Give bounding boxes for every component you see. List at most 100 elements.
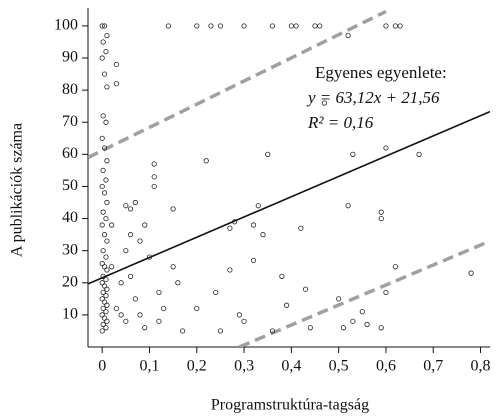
y-tick-label: 60 xyxy=(62,145,78,162)
point xyxy=(127,206,134,212)
point xyxy=(232,219,238,225)
point xyxy=(104,158,110,164)
point xyxy=(321,100,328,106)
point xyxy=(241,23,247,29)
point xyxy=(99,328,105,334)
point xyxy=(104,199,110,206)
x-tick-label: 0,3 xyxy=(234,358,254,375)
point xyxy=(208,23,214,29)
point xyxy=(175,280,181,286)
point xyxy=(118,280,124,286)
x-tick-label: 0,7 xyxy=(423,358,443,375)
point xyxy=(146,254,153,260)
point xyxy=(165,23,171,29)
point xyxy=(104,286,110,292)
y-tick-label: 90 xyxy=(62,49,78,66)
point xyxy=(170,264,176,270)
y-tick-label: 40 xyxy=(62,209,78,226)
point xyxy=(217,328,224,334)
point xyxy=(269,23,276,29)
y-tick-label: 20 xyxy=(62,273,78,290)
y-tick-label: 30 xyxy=(62,241,78,258)
point xyxy=(113,61,119,68)
x-axis-label: Programstruktúra-tagság xyxy=(211,397,369,414)
point xyxy=(350,151,356,157)
point xyxy=(298,225,304,231)
annotation: R² = 0,16 xyxy=(307,113,374,132)
point xyxy=(123,318,129,324)
point xyxy=(269,328,276,334)
point xyxy=(260,232,266,238)
point xyxy=(293,23,299,29)
point xyxy=(213,289,219,296)
point xyxy=(100,209,106,215)
point xyxy=(99,222,105,228)
point xyxy=(142,325,148,331)
y-axis-label: A publikációk száma xyxy=(9,123,26,257)
point xyxy=(104,32,110,39)
point xyxy=(132,199,138,206)
point xyxy=(100,113,106,119)
point xyxy=(151,161,157,167)
point xyxy=(104,84,110,90)
point xyxy=(217,23,224,29)
point xyxy=(392,264,399,270)
point xyxy=(99,135,105,141)
point xyxy=(151,183,157,190)
point xyxy=(468,270,474,276)
point xyxy=(302,286,309,292)
point xyxy=(103,276,109,283)
point xyxy=(194,23,200,29)
point xyxy=(142,222,148,228)
point xyxy=(101,190,108,196)
bound-line xyxy=(88,9,387,160)
point xyxy=(279,273,285,279)
point xyxy=(103,254,109,260)
annotation: Egyenes egyenlete: xyxy=(315,63,447,82)
point xyxy=(104,267,110,273)
point xyxy=(127,273,134,279)
point xyxy=(104,302,110,308)
y-tick-label: 70 xyxy=(62,113,78,130)
point xyxy=(383,145,389,151)
y-tick-label: 50 xyxy=(62,177,78,194)
point xyxy=(161,305,167,312)
point xyxy=(113,305,119,312)
point xyxy=(288,23,294,29)
point xyxy=(123,248,129,254)
point xyxy=(284,302,290,308)
fit-line xyxy=(88,110,490,285)
point xyxy=(101,145,108,151)
point xyxy=(100,289,106,296)
point xyxy=(103,309,109,315)
point xyxy=(350,318,356,324)
point xyxy=(336,296,342,302)
point xyxy=(103,215,109,222)
point xyxy=(103,49,109,55)
point xyxy=(345,203,351,209)
point xyxy=(100,305,106,312)
x-tick-label: 0 xyxy=(98,358,106,375)
point xyxy=(109,264,115,270)
point xyxy=(99,183,105,190)
point xyxy=(109,222,115,228)
x-tick-label: 0,6 xyxy=(376,358,396,375)
y-tick-label: 80 xyxy=(62,81,78,98)
point xyxy=(383,23,389,29)
point xyxy=(127,232,134,238)
point xyxy=(123,203,129,209)
point xyxy=(312,23,318,29)
point xyxy=(103,325,109,331)
point xyxy=(101,232,108,238)
x-tick-label: 0,4 xyxy=(281,358,301,375)
point xyxy=(100,321,106,328)
annotation: y = 63,12x + 21,56 xyxy=(306,88,440,107)
point xyxy=(100,39,106,45)
point xyxy=(250,222,257,228)
point xyxy=(345,32,351,39)
y-tick-label: 100 xyxy=(54,17,78,34)
point xyxy=(416,151,422,157)
bound-line xyxy=(238,239,490,347)
point xyxy=(392,23,399,29)
